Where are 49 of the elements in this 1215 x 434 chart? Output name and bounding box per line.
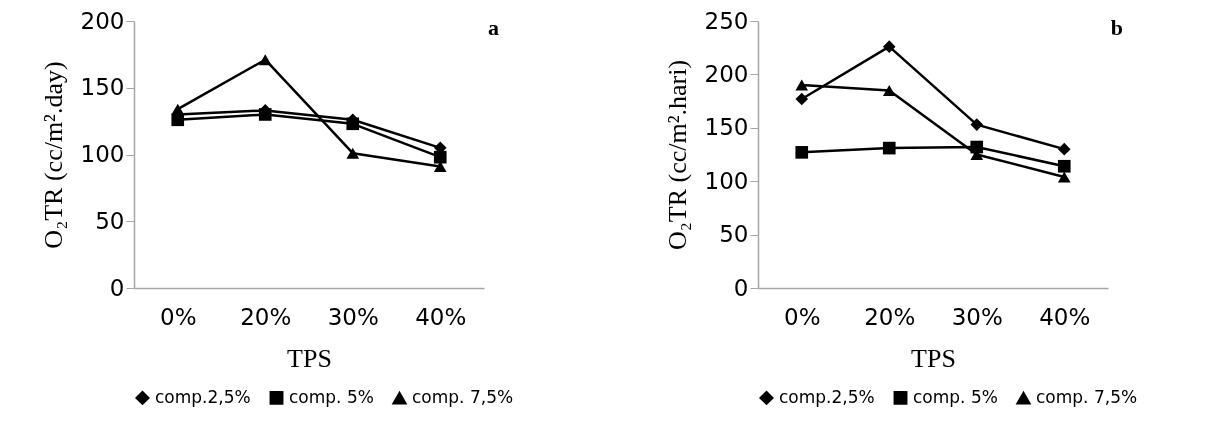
legend-label: comp. 7,5% xyxy=(412,387,514,408)
y-tick-label: 100 xyxy=(80,141,125,167)
point xyxy=(1057,142,1071,156)
point xyxy=(346,147,360,159)
point xyxy=(433,150,447,164)
point xyxy=(882,141,896,155)
legend-label: comp.2,5% xyxy=(155,386,251,407)
point xyxy=(258,54,272,66)
y-tick-label: 50 xyxy=(719,221,749,248)
y-axis-title: O₂TR (cc/m².hari) xyxy=(662,59,692,251)
x-tick-label: 30% xyxy=(951,303,1003,330)
y-tick-label: 150 xyxy=(80,74,125,101)
x-tick-label: 30% xyxy=(327,303,379,330)
x-tick-label: 0% xyxy=(160,303,197,330)
y-axis-title: O₂TR (cc/m².day) xyxy=(38,61,68,249)
y-tick-label: 150 xyxy=(704,114,749,141)
x-axis-title: TPS xyxy=(287,343,332,373)
y-tick-label: 100 xyxy=(704,167,749,194)
y-tick-label: 200 xyxy=(80,7,125,34)
y-tick-label: 200 xyxy=(704,60,749,87)
point xyxy=(171,103,185,115)
point xyxy=(1057,171,1071,183)
point xyxy=(433,161,447,172)
y-tick-label: 0 xyxy=(109,274,125,301)
point xyxy=(795,79,809,91)
chart-title: a xyxy=(488,15,499,40)
legend-label: comp.2,5% xyxy=(779,386,875,407)
point xyxy=(882,40,896,53)
legend-label: comp. 7,5% xyxy=(1036,387,1138,408)
x-tick-label: 40% xyxy=(1039,303,1091,330)
point xyxy=(970,140,984,154)
point xyxy=(970,118,984,131)
x-axis-title: TPS xyxy=(911,343,956,373)
y-tick-label: 250 xyxy=(704,7,749,34)
x-tick-label: 40% xyxy=(415,303,467,330)
point xyxy=(1057,159,1071,173)
point xyxy=(346,117,360,131)
x-tick-label: 20% xyxy=(864,303,916,330)
point xyxy=(882,84,896,96)
point xyxy=(258,108,272,121)
legend-label: comp. 5% xyxy=(289,386,374,407)
point xyxy=(795,92,809,106)
legend-label: comp. 5% xyxy=(913,386,998,407)
point xyxy=(795,146,809,159)
x-tick-label: 20% xyxy=(240,303,292,330)
chart-title: b xyxy=(1110,15,1123,40)
y-tick-label: 0 xyxy=(733,274,749,301)
y-tick-label: 50 xyxy=(95,207,125,234)
x-tick-label: 0% xyxy=(784,303,821,330)
